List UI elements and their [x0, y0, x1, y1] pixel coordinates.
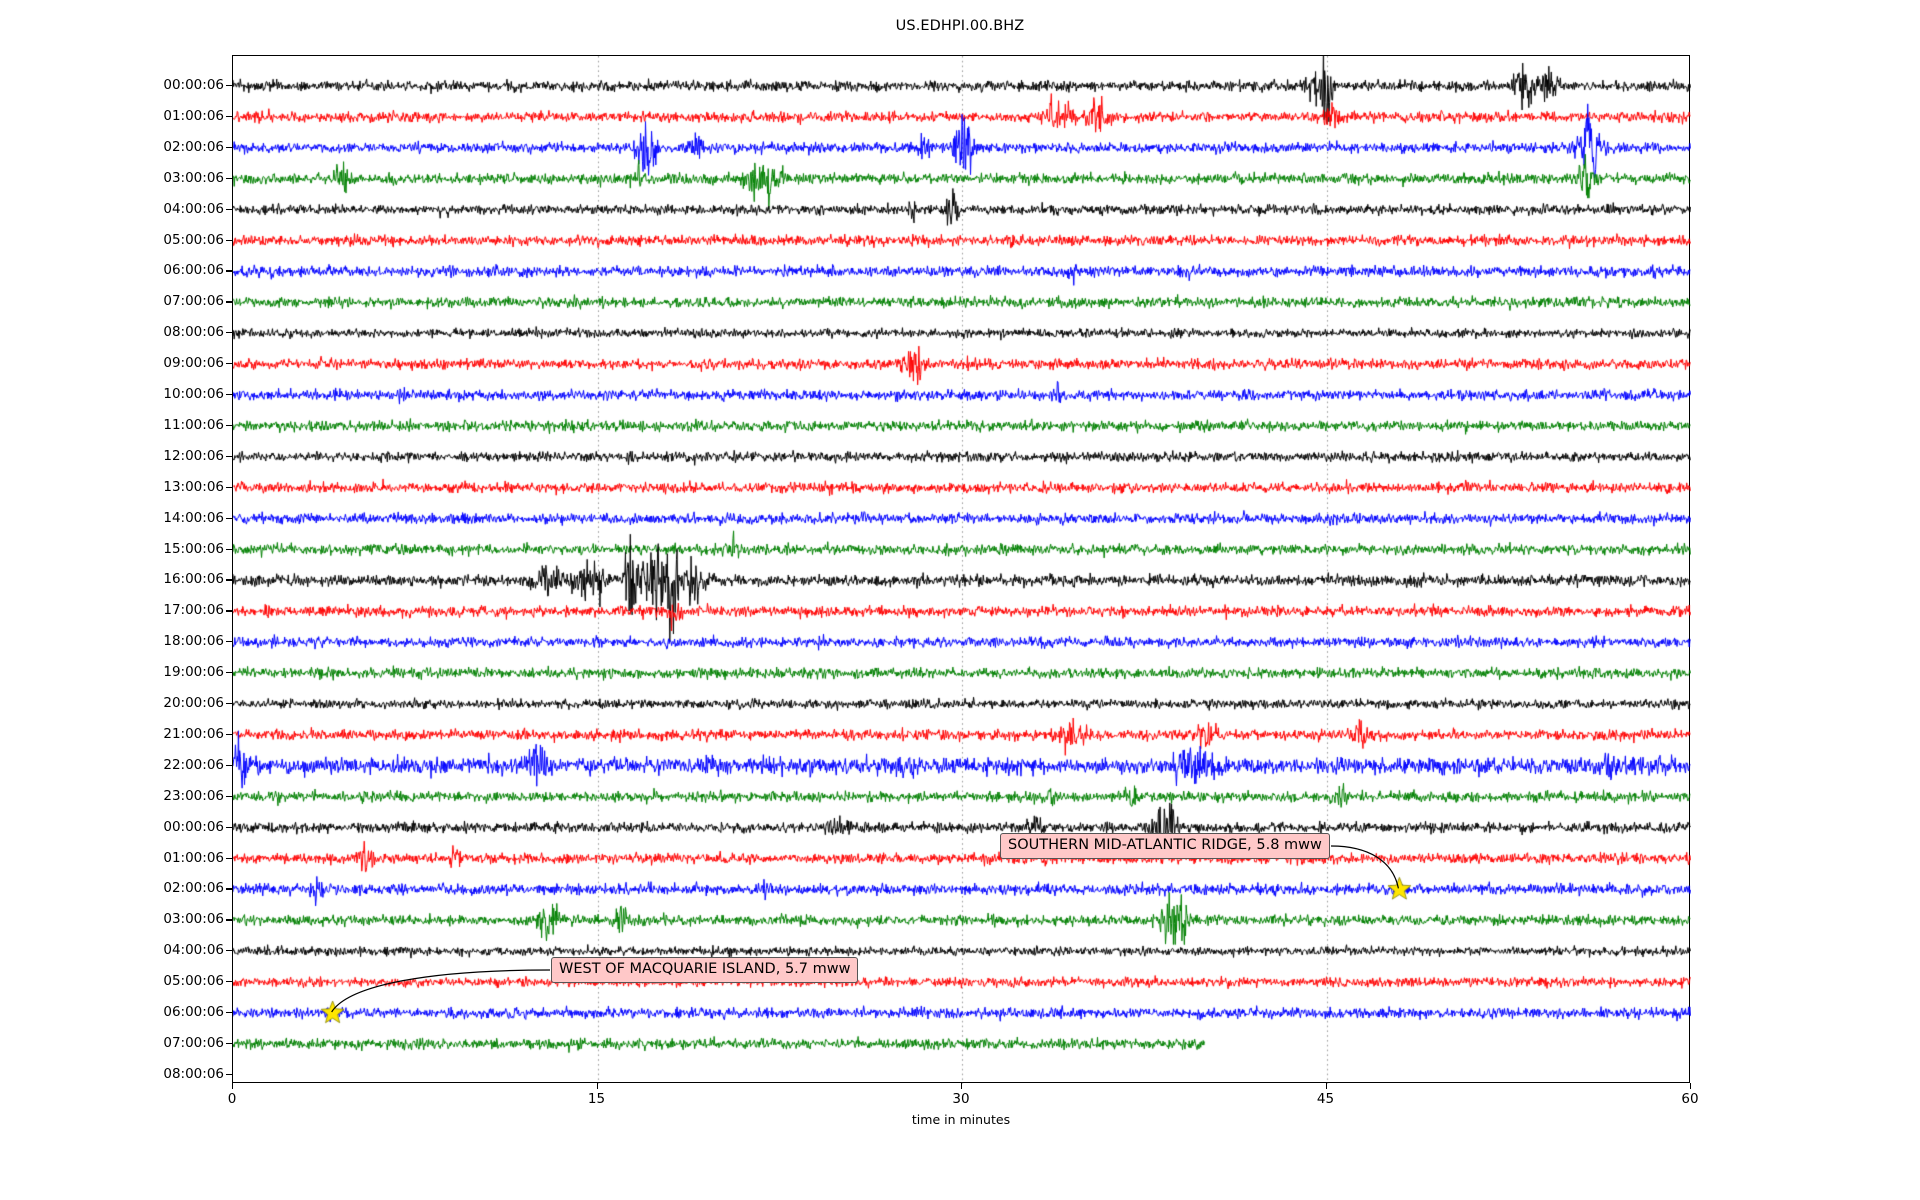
y-axis-tick-label: 05:00:06 [163, 973, 224, 990]
page-title: US.EDHPI.00.BHZ [895, 18, 1025, 34]
y-axis-tick-label: 14:00:06 [163, 509, 224, 526]
y-axis-tick-label: 12:00:06 [163, 447, 224, 464]
y-axis-tick-label: 04:00:06 [163, 200, 224, 217]
y-axis-tick-mark [226, 486, 233, 488]
y-axis-tick-mark [226, 301, 233, 303]
y-axis-tick-mark [226, 950, 233, 952]
y-axis-tick-mark [226, 764, 233, 767]
x-axis-label: time in minutes [911, 1112, 1011, 1127]
y-axis-tick-label: 19:00:06 [163, 664, 224, 681]
y-axis-tick-label: 05:00:06 [163, 231, 224, 248]
y-axis-tick-mark [226, 610, 233, 612]
x-axis-tick-label: 15 [587, 1091, 606, 1107]
x-axis-tick-label: 30 [952, 1091, 970, 1107]
y-axis-tick-label: 02:00:06 [163, 138, 224, 155]
y-axis-tick-label: 07:00:06 [163, 293, 224, 310]
y-axis-tick-label: 11:00:06 [163, 416, 224, 433]
x-axis-tick-mark [1690, 1083, 1692, 1089]
y-axis-tick-label: 06:00:06 [163, 262, 224, 279]
y-axis-tick-mark [226, 579, 233, 581]
y-axis-tick-label: 08:00:06 [163, 1065, 224, 1082]
y-axis-tick-mark [226, 795, 233, 797]
y-axis-tick-label: 01:00:06 [163, 849, 224, 866]
y-axis-tick-mark [226, 1042, 233, 1045]
x-axis-tick-mark [1325, 1083, 1327, 1089]
y-axis-tick-mark [226, 424, 233, 427]
y-axis-tick-mark [226, 733, 233, 736]
y-axis-tick-label: 16:00:06 [163, 571, 224, 588]
y-axis-tick-label: 18:00:06 [163, 633, 224, 650]
y-axis-tick-label: 08:00:06 [163, 324, 224, 341]
y-axis-tick-label: 13:00:06 [163, 478, 224, 495]
y-axis-tick-label: 15:00:06 [163, 540, 224, 557]
y-axis-tick-label: 17:00:06 [163, 602, 224, 619]
annotation-mid-atlantic: SOUTHERN MID-ATLANTIC RIDGE, 5.8 mww [1000, 833, 1330, 859]
y-axis-tick-mark [226, 857, 233, 859]
y-axis-tick-label: 20:00:06 [163, 695, 224, 711]
annotation-macquarie: WEST OF MACQUARIE ISLAND, 5.7 mww [551, 957, 859, 983]
x-axis-tick-label: 0 [227, 1091, 237, 1107]
seismogram-traces-canvas [233, 56, 1691, 1084]
y-axis-tick-label: 21:00:06 [163, 725, 224, 742]
x-axis-ticks: 0 15 30 45 60 [228, 1083, 1699, 1123]
y-axis-tick-mark [226, 239, 233, 241]
y-axis-tick-mark [226, 826, 233, 828]
y-axis-tick-label: 02:00:06 [163, 880, 224, 897]
y-axis-tick-mark [226, 548, 233, 550]
y-axis-tick-mark [226, 177, 233, 179]
y-axis-tick-mark [226, 888, 233, 890]
y-axis-tick-mark [226, 641, 233, 643]
y-axis-tick-mark [226, 672, 233, 674]
y-axis-tick-label: 00:00:06 [163, 818, 224, 835]
y-axis-tick-label: 01:00:06 [163, 107, 224, 124]
y-axis-tick-label: 10:00:06 [163, 386, 224, 402]
y-axis-tick-mark [226, 332, 233, 334]
y-axis-tick-mark [226, 363, 233, 365]
y-axis-tick-label: 23:00:06 [163, 787, 224, 804]
y-axis-tick-mark [226, 208, 233, 210]
x-axis-tick-mark [596, 1083, 598, 1089]
y-axis-tick-label: 09:00:06 [163, 355, 224, 372]
y-axis-tick-mark [226, 1012, 233, 1014]
x-axis-tick-mark [232, 1083, 234, 1089]
y-axis-tick-mark [226, 703, 233, 705]
y-axis-tick-label: 22:00:06 [163, 756, 224, 773]
y-axis-tick-mark [226, 981, 233, 983]
y-axis-tick-label: 00:00:06 [163, 77, 224, 93]
y-axis-tick-mark [226, 85, 233, 87]
y-axis-tick-labels: 00:00:06 01:00:06 02:00:06 03:00:06 04:00:06… [106, 55, 224, 1083]
y-axis-tick-label: 03:00:06 [163, 911, 224, 928]
y-axis-tick-label: 04:00:06 [163, 942, 224, 959]
x-axis-tick-label: 60 [1681, 1091, 1699, 1107]
y-axis-tick-label: 06:00:06 [163, 1004, 224, 1020]
x-axis-tick-label: 45 [1316, 1091, 1335, 1107]
y-axis-tick-mark [226, 455, 233, 458]
y-axis-tick-mark [226, 270, 233, 272]
y-axis-tick-mark [226, 394, 233, 396]
y-axis-tick-mark [226, 115, 233, 118]
y-axis-tick-label: 07:00:06 [163, 1034, 224, 1051]
y-axis-tick-label: 03:00:06 [163, 169, 224, 186]
x-axis-tick-mark [961, 1083, 963, 1089]
plot-area [232, 55, 1691, 1084]
y-axis-tick-mark [226, 919, 233, 921]
y-axis-tick-mark [226, 1073, 233, 1076]
y-axis-tick-mark [226, 146, 233, 149]
y-axis-tick-mark [226, 517, 233, 519]
